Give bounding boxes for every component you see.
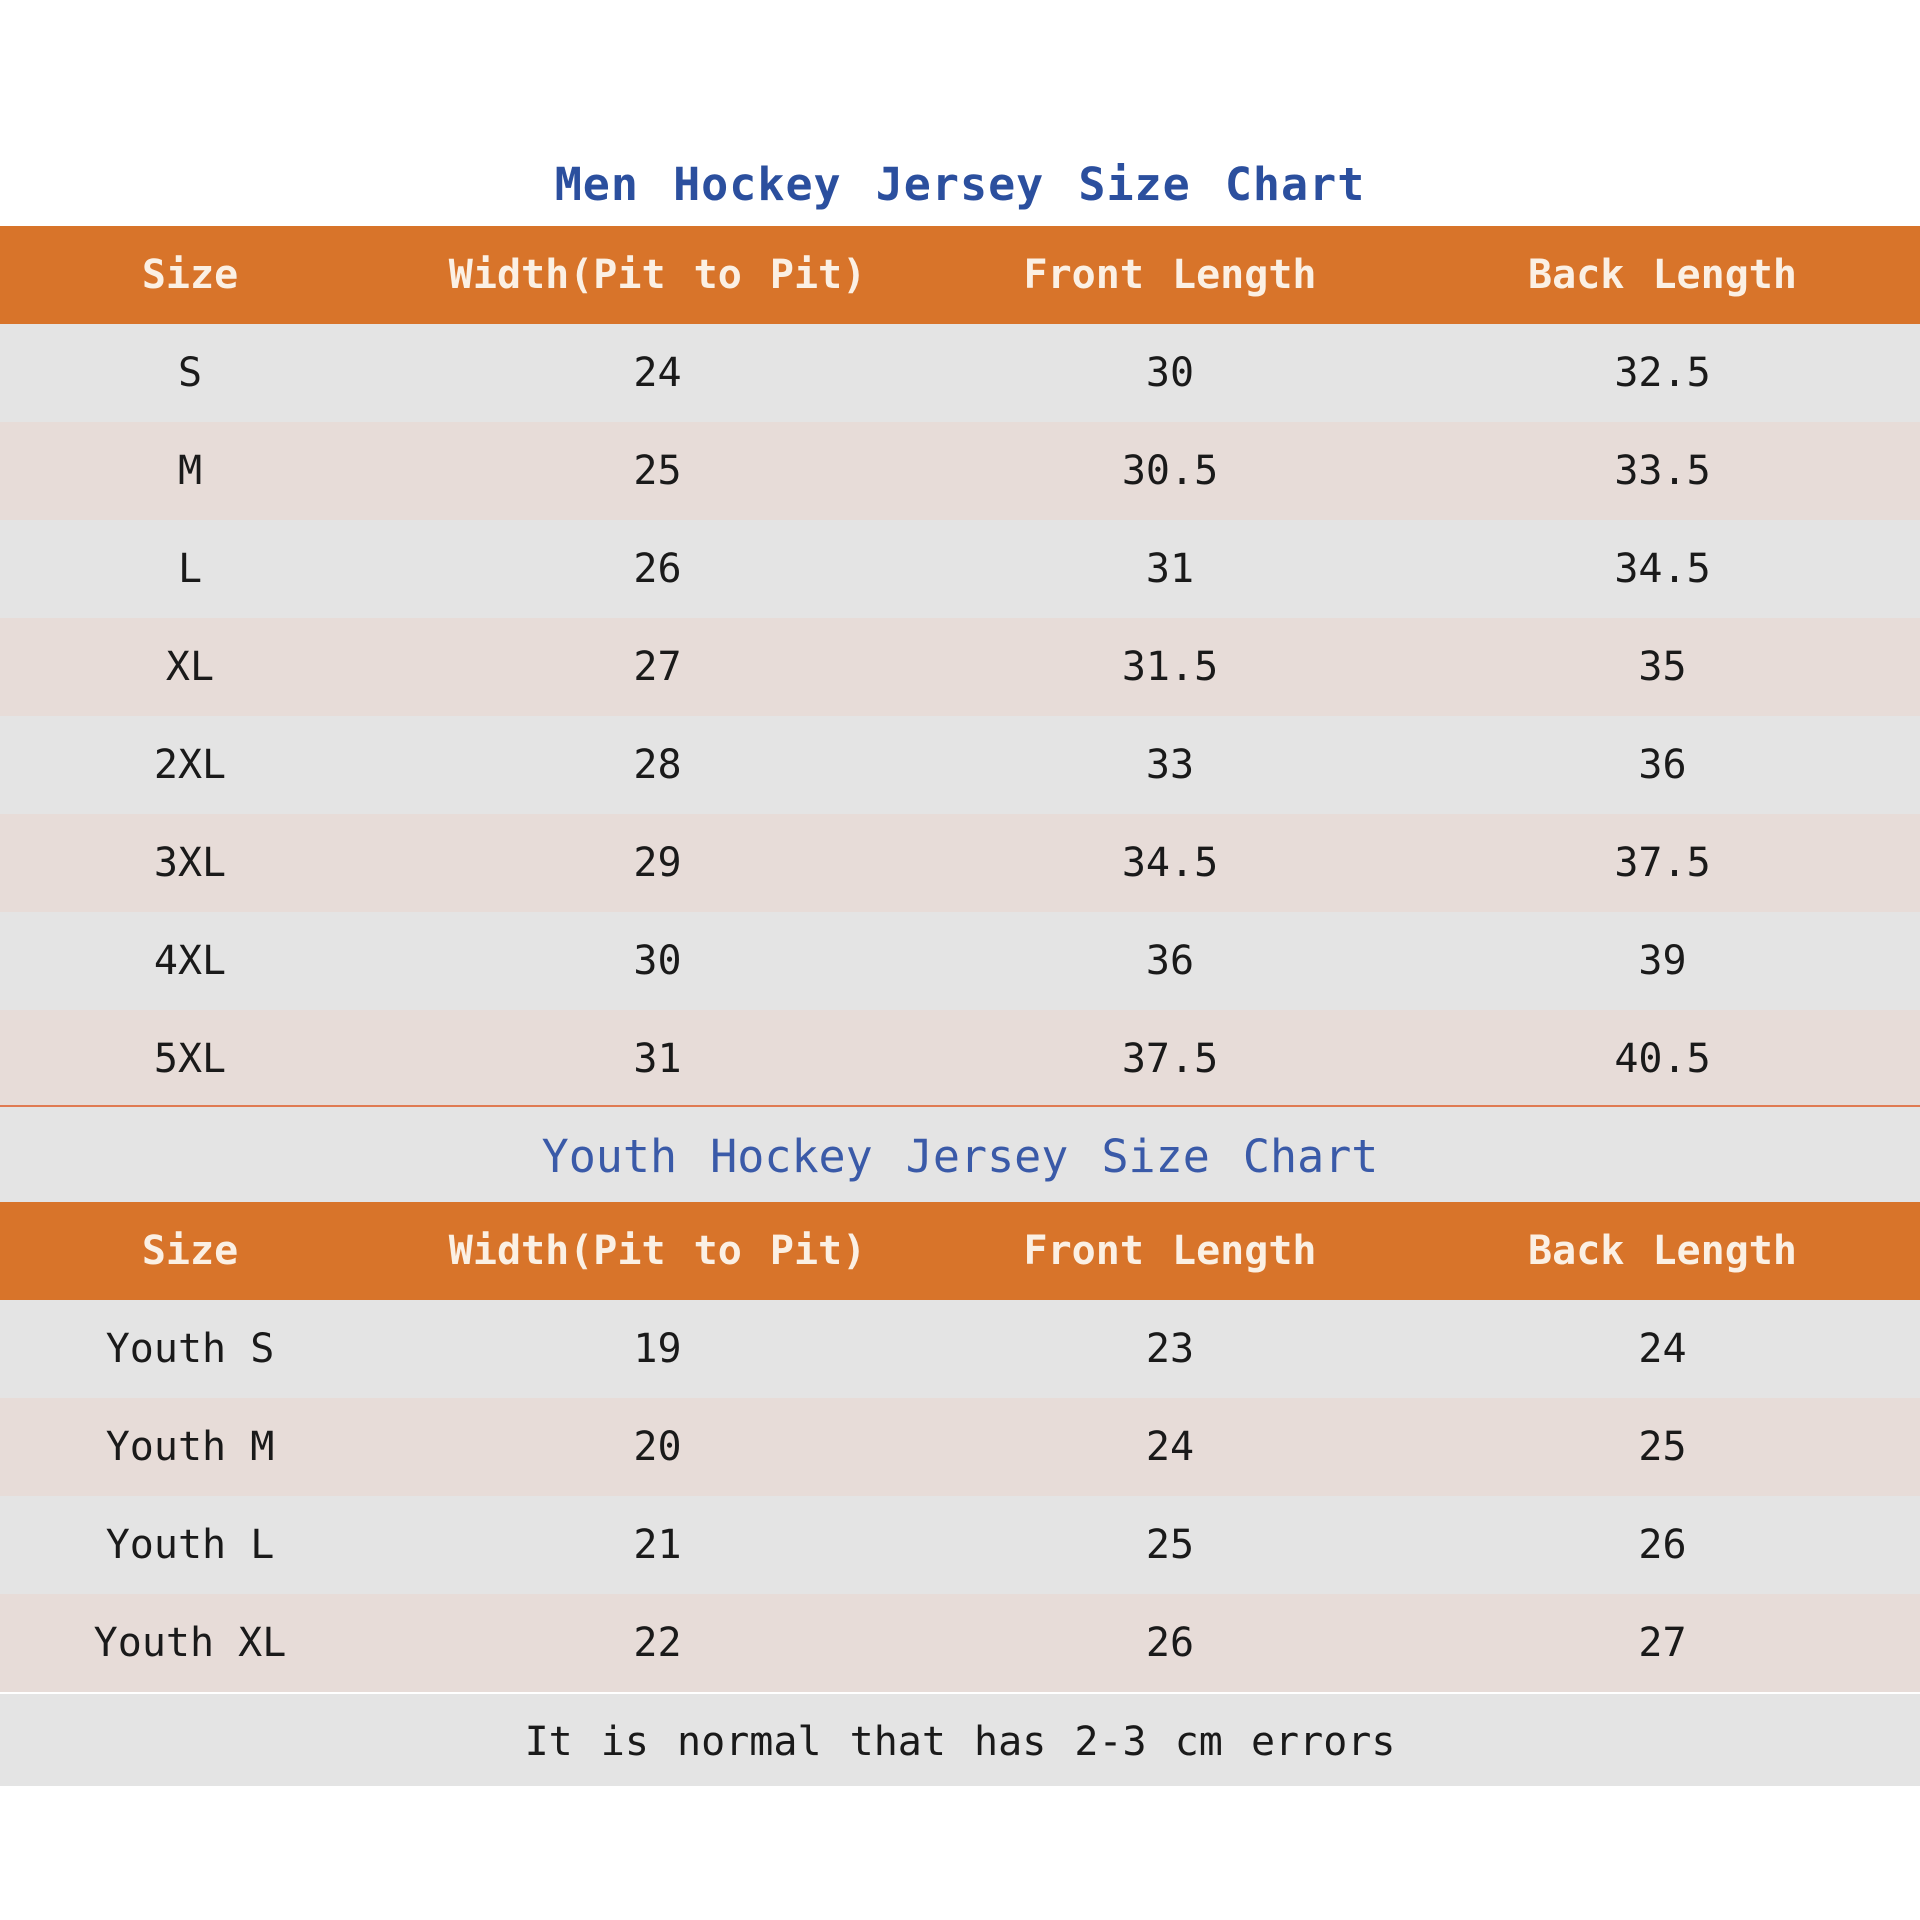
youth-table-header: Size Width(Pit to Pit) Front Length Back… bbox=[0, 1202, 1920, 1300]
width-cell: 28 bbox=[633, 742, 682, 788]
size-cell: Youth M bbox=[105, 1424, 275, 1470]
width-cell: 24 bbox=[633, 350, 682, 396]
width-cell: 20 bbox=[633, 1424, 682, 1470]
measurement-note: It is normal that has 2-3 cm errors bbox=[524, 1719, 1396, 1765]
size-cell: L bbox=[177, 546, 203, 592]
front-length-cell: 23 bbox=[1145, 1326, 1195, 1372]
size-cell: 4XL bbox=[153, 938, 227, 984]
table-row: 2XL 28 33 36 bbox=[0, 716, 1920, 814]
front-length-cell: 34.5 bbox=[1121, 840, 1219, 886]
back-length-cell: 35 bbox=[1638, 644, 1687, 690]
table-row: Youth L 21 25 26 bbox=[0, 1496, 1920, 1594]
size-cell: M bbox=[177, 448, 203, 494]
column-header-size: Size bbox=[141, 1228, 239, 1274]
men-table-header: Size Width(Pit to Pit) Front Length Back… bbox=[0, 226, 1920, 324]
column-header-width: Width(Pit to Pit) bbox=[448, 1228, 867, 1274]
table-row: S 24 30 32.5 bbox=[0, 324, 1920, 422]
size-cell: 5XL bbox=[153, 1036, 227, 1082]
front-length-cell: 24 bbox=[1145, 1424, 1195, 1470]
column-header-back-length: Back Length bbox=[1528, 1228, 1797, 1274]
back-length-cell: 36 bbox=[1638, 742, 1687, 788]
size-cell: XL bbox=[165, 644, 215, 690]
front-length-cell: 37.5 bbox=[1121, 1036, 1219, 1082]
table-row: M 25 30.5 33.5 bbox=[0, 422, 1920, 520]
front-length-cell: 25 bbox=[1145, 1522, 1195, 1568]
section-divider bbox=[0, 1105, 1920, 1107]
front-length-cell: 36 bbox=[1145, 938, 1195, 984]
back-length-cell: 33.5 bbox=[1614, 448, 1711, 494]
column-header-back-length: Back Length bbox=[1528, 252, 1797, 298]
column-header-front-length: Front Length bbox=[1023, 1228, 1317, 1274]
size-cell: Youth XL bbox=[93, 1620, 287, 1666]
youth-size-table: Size Width(Pit to Pit) Front Length Back… bbox=[0, 1202, 1920, 1692]
table-row: Youth M 20 24 25 bbox=[0, 1398, 1920, 1496]
back-length-cell: 34.5 bbox=[1614, 546, 1711, 592]
youth-chart-title: Youth Hockey Jersey Size Chart bbox=[541, 1130, 1379, 1183]
front-length-cell: 30 bbox=[1145, 350, 1195, 396]
back-length-cell: 24 bbox=[1638, 1326, 1687, 1372]
size-cell: Youth L bbox=[105, 1522, 275, 1568]
back-length-cell: 25 bbox=[1638, 1424, 1687, 1470]
column-header-width: Width(Pit to Pit) bbox=[448, 252, 867, 298]
column-header-size: Size bbox=[141, 252, 239, 298]
size-cell: 2XL bbox=[153, 742, 227, 788]
size-cell: S bbox=[177, 350, 203, 396]
table-row: 3XL 29 34.5 37.5 bbox=[0, 814, 1920, 912]
width-cell: 27 bbox=[633, 644, 682, 690]
back-length-cell: 39 bbox=[1638, 938, 1687, 984]
width-cell: 22 bbox=[633, 1620, 682, 1666]
table-row: L 26 31 34.5 bbox=[0, 520, 1920, 618]
back-length-cell: 26 bbox=[1638, 1522, 1687, 1568]
size-cell: 3XL bbox=[153, 840, 227, 886]
width-cell: 29 bbox=[633, 840, 682, 886]
men-size-table: Size Width(Pit to Pit) Front Length Back… bbox=[0, 226, 1920, 1108]
width-cell: 31 bbox=[633, 1036, 682, 1082]
width-cell: 30 bbox=[633, 938, 682, 984]
youth-title-band bbox=[0, 1107, 1920, 1202]
width-cell: 19 bbox=[633, 1326, 682, 1372]
column-header-front-length: Front Length bbox=[1023, 252, 1317, 298]
front-length-cell: 30.5 bbox=[1121, 448, 1219, 494]
front-length-cell: 33 bbox=[1145, 742, 1195, 788]
table-row: XL 27 31.5 35 bbox=[0, 618, 1920, 716]
table-row: Youth XL 22 26 27 bbox=[0, 1594, 1920, 1692]
note-band bbox=[0, 1694, 1920, 1786]
front-length-cell: 31 bbox=[1145, 546, 1195, 592]
table-row: 4XL 30 36 39 bbox=[0, 912, 1920, 1010]
back-length-cell: 27 bbox=[1638, 1620, 1687, 1666]
men-chart-title: Men Hockey Jersey Size Chart bbox=[554, 158, 1366, 211]
back-length-cell: 32.5 bbox=[1614, 350, 1711, 396]
width-cell: 21 bbox=[633, 1522, 682, 1568]
table-row: Youth S 19 23 24 bbox=[0, 1300, 1920, 1398]
width-cell: 25 bbox=[633, 448, 682, 494]
width-cell: 26 bbox=[633, 546, 682, 592]
size-cell: Youth S bbox=[105, 1326, 275, 1372]
back-length-cell: 40.5 bbox=[1614, 1036, 1711, 1082]
front-length-cell: 26 bbox=[1145, 1620, 1195, 1666]
back-length-cell: 37.5 bbox=[1614, 840, 1711, 886]
front-length-cell: 31.5 bbox=[1121, 644, 1219, 690]
table-row: 5XL 31 37.5 40.5 bbox=[0, 1010, 1920, 1108]
